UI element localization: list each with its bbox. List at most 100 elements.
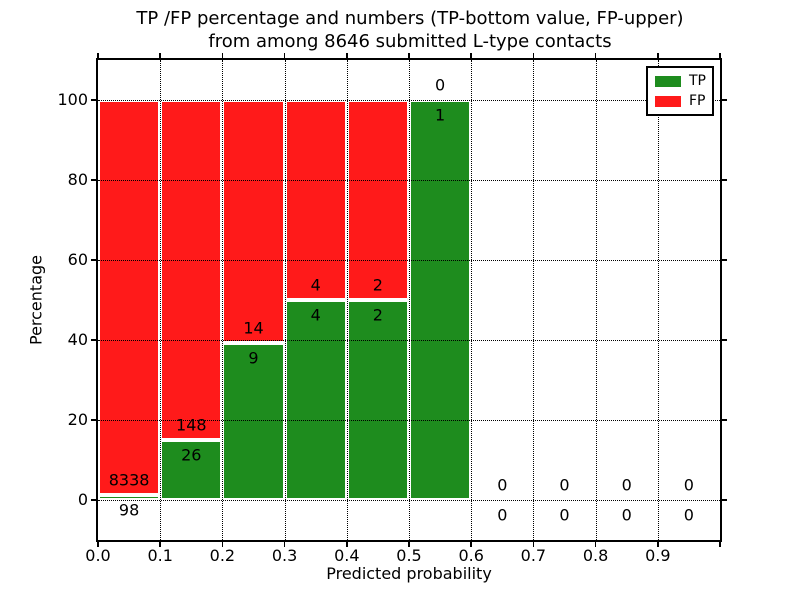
x-tick-bottom-0.8 <box>594 542 597 547</box>
grid-line-v-0.8 <box>595 60 597 540</box>
y-tick-right-80 <box>722 179 727 181</box>
plot-area: 8338 98 148 26 14 9 4 4 2 2 0 1 0 0 0 0 0 0 0 0 <box>96 58 722 542</box>
y-tick-right-60 <box>722 259 727 261</box>
x-tick-label-0.6: 0.6 <box>458 546 484 565</box>
bar-fp-segment-0 <box>98 100 161 496</box>
legend-label-fp: FP <box>689 93 706 109</box>
y-tick-left-0 <box>91 499 96 501</box>
tp-count-label-5: 1 <box>435 105 446 125</box>
y-tick-left-100 <box>91 99 96 101</box>
tp-count-label-8: 0 <box>621 505 632 525</box>
x-tick-label-0.3: 0.3 <box>271 546 298 565</box>
bar-fp-segment-2 <box>222 100 285 344</box>
x-tick-top-1 <box>719 53 721 58</box>
x-tick-top-0.0 <box>97 53 99 58</box>
x-tick-top-0.6 <box>470 53 472 58</box>
bar-tp-segment-0 <box>98 495 161 500</box>
fp-count-label-7: 0 <box>559 475 570 495</box>
x-tick-top-0.7 <box>532 53 535 58</box>
fp-count-label-2: 14 <box>243 318 264 338</box>
tp-count-label-6: 0 <box>497 505 508 525</box>
x-tick-top-0.2 <box>221 53 224 58</box>
x-tick-label-0.2: 0.2 <box>209 546 236 565</box>
x-tick-label-0.9: 0.9 <box>645 546 671 565</box>
y-tick-left-20 <box>91 419 96 421</box>
x-tick-bottom-1 <box>719 542 721 547</box>
legend-swatch-fp-icon <box>655 95 681 107</box>
x-tick-top-0.8 <box>594 53 597 58</box>
x-tick-label-0.1: 0.1 <box>147 546 173 565</box>
fp-count-label-0: 8338 <box>108 470 150 490</box>
x-axis-label: Predicted probability <box>326 564 492 583</box>
grid-line-v-0.3 <box>284 60 286 540</box>
tp-count-label-4: 2 <box>372 305 383 325</box>
y-tick-label-60: 60 <box>67 250 88 269</box>
x-tick-top-0.1 <box>159 53 161 58</box>
legend: TP FP <box>646 66 714 116</box>
x-tick-bottom-0.3 <box>283 542 286 547</box>
x-tick-label-0.5: 0.5 <box>396 546 422 565</box>
y-tick-left-40 <box>91 339 96 341</box>
bar-tp-segment-5 <box>409 100 472 500</box>
chart-title-line2: from among 8646 submitted L-type contact… <box>208 31 612 52</box>
x-tick-bottom-0.9 <box>657 542 659 547</box>
grid-line-v-0.7 <box>533 60 535 540</box>
y-tick-label-0: 0 <box>77 490 88 509</box>
y-tick-right-100 <box>722 99 727 101</box>
x-tick-top-0.3 <box>283 53 286 58</box>
fp-count-label-8: 0 <box>621 475 632 495</box>
x-tick-bottom-0.7 <box>532 542 535 547</box>
grid-line-v-0.1 <box>160 60 162 540</box>
bar-tp-segment-1 <box>160 440 223 500</box>
tp-count-label-9: 0 <box>683 505 694 525</box>
x-tick-bottom-0.4 <box>346 542 348 547</box>
x-tick-label-0.7: 0.7 <box>520 546 547 565</box>
x-tick-bottom-0.2 <box>221 542 224 547</box>
x-tick-top-0.5 <box>408 53 410 58</box>
grid-line-v-0.9 <box>657 60 659 540</box>
bar-tp-segment-3 <box>284 300 347 500</box>
x-tick-label-0.4: 0.4 <box>334 546 360 565</box>
legend-item-tp: TP <box>655 73 706 89</box>
bar-fp-segment-1 <box>160 100 223 441</box>
y-tick-left-60 <box>91 259 96 261</box>
grid-line-v-0.5 <box>409 60 410 540</box>
x-tick-bottom-0.1 <box>159 542 161 547</box>
bar-tp-segment-2 <box>222 343 285 500</box>
x-tick-top-0.4 <box>346 53 348 58</box>
legend-label-tp: TP <box>689 73 706 89</box>
y-tick-right-0 <box>722 499 727 501</box>
grid-line-v-0.6 <box>471 60 473 540</box>
fp-count-label-4: 2 <box>372 275 383 295</box>
tp-count-label-3: 4 <box>310 305 321 325</box>
tp-count-label-7: 0 <box>559 505 570 525</box>
y-tick-left-80 <box>91 179 96 181</box>
grid-line-v-0.4 <box>346 60 348 540</box>
fp-count-label-1: 148 <box>176 415 207 435</box>
y-tick-label-100: 100 <box>57 90 88 109</box>
x-tick-top-0.9 <box>657 53 659 58</box>
fp-count-label-3: 4 <box>310 275 321 295</box>
bar-tp-segment-4 <box>346 300 409 500</box>
fp-count-label-5: 0 <box>435 75 446 95</box>
y-tick-label-40: 40 <box>67 330 88 349</box>
chart-title-line1: TP /FP percentage and numbers (TP-bottom… <box>136 8 684 29</box>
x-tick-label-0.0: 0.0 <box>85 546 111 565</box>
tp-count-label-1: 26 <box>181 445 202 465</box>
y-tick-right-40 <box>722 339 727 341</box>
legend-item-fp: FP <box>655 93 706 109</box>
tp-count-label-2: 9 <box>248 348 259 368</box>
x-tick-bottom-0.6 <box>470 542 472 547</box>
fp-count-label-6: 0 <box>497 475 508 495</box>
legend-swatch-tp-icon <box>655 75 681 87</box>
grid-line-v-0.2 <box>222 60 224 540</box>
fp-count-label-9: 0 <box>683 475 694 495</box>
x-tick-label-0.8: 0.8 <box>582 546 609 565</box>
bar-fp-segment-4 <box>346 100 409 300</box>
tp-count-label-0: 98 <box>118 500 140 520</box>
y-tick-label-20: 20 <box>67 410 88 429</box>
x-tick-bottom-0.5 <box>408 542 410 547</box>
y-tick-label-80: 80 <box>67 170 88 189</box>
bar-fp-segment-3 <box>284 100 347 300</box>
